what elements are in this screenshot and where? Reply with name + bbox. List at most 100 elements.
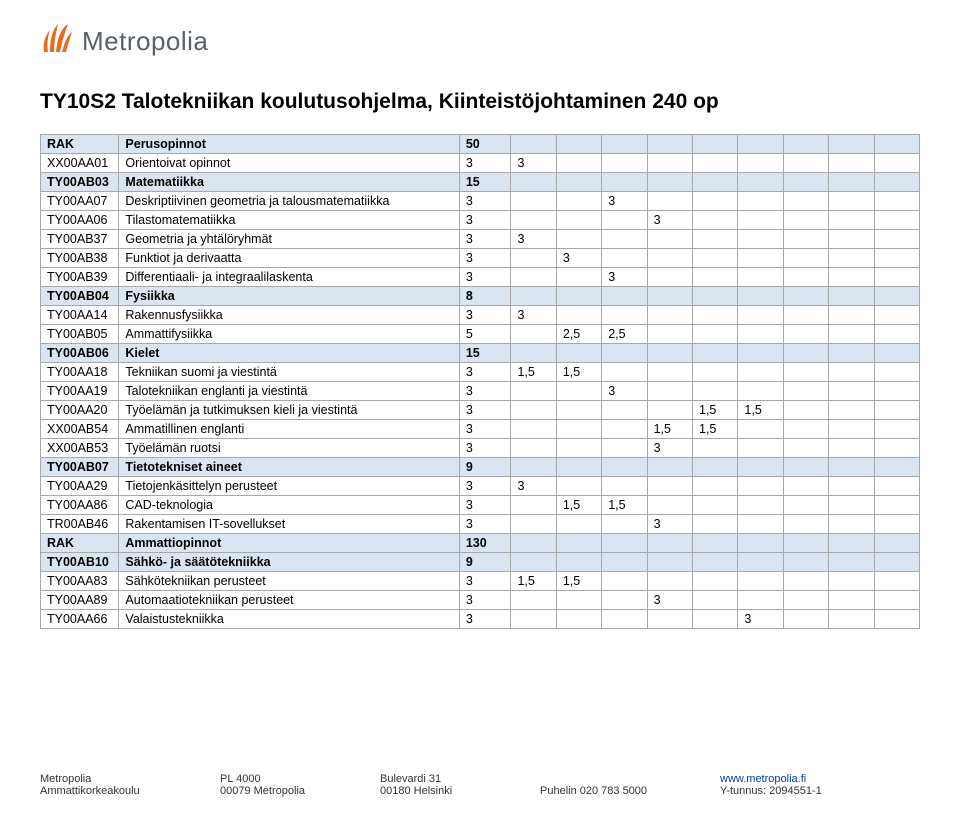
course-period-value xyxy=(693,610,738,629)
course-period-value xyxy=(738,553,783,572)
course-name: Tietojenkäsittelyn perusteet xyxy=(119,477,459,496)
course-period-value: 1,5 xyxy=(602,496,647,515)
course-credits: 3 xyxy=(459,230,511,249)
course-period-value xyxy=(693,553,738,572)
logo-mark-icon xyxy=(40,22,74,60)
course-period-value xyxy=(874,173,919,192)
course-period-value xyxy=(693,154,738,173)
course-period-value xyxy=(874,439,919,458)
course-period-value xyxy=(647,344,692,363)
course-period-value xyxy=(511,458,556,477)
course-name: CAD-teknologia xyxy=(119,496,459,515)
course-period-value xyxy=(874,249,919,268)
course-period-value: 3 xyxy=(511,154,556,173)
course-period-value xyxy=(556,211,601,230)
course-code: TR00AB46 xyxy=(41,515,119,534)
course-period-value xyxy=(738,534,783,553)
course-period-value xyxy=(693,344,738,363)
course-name: Työelämän ruotsi xyxy=(119,439,459,458)
course-code: TY00AA07 xyxy=(41,192,119,211)
course-period-value xyxy=(556,173,601,192)
course-period-value: 1,5 xyxy=(511,363,556,382)
course-credits: 3 xyxy=(459,401,511,420)
table-row: TY00AA66Valaistustekniikka33 xyxy=(41,610,920,629)
course-period-value xyxy=(602,363,647,382)
course-name: Ammatillinen englanti xyxy=(119,420,459,439)
course-period-value: 1,5 xyxy=(693,420,738,439)
course-period-value xyxy=(602,306,647,325)
course-period-value xyxy=(511,249,556,268)
course-period-value xyxy=(647,287,692,306)
footer-suborg: Ammattikorkeakoulu xyxy=(40,785,220,797)
course-period-value xyxy=(783,344,828,363)
course-period-value xyxy=(829,325,874,344)
course-period-value xyxy=(783,610,828,629)
course-period-value xyxy=(647,382,692,401)
course-period-value xyxy=(738,192,783,211)
course-credits: 5 xyxy=(459,325,511,344)
course-period-value xyxy=(556,135,601,154)
course-period-value xyxy=(602,230,647,249)
course-period-value xyxy=(783,591,828,610)
course-period-value xyxy=(693,515,738,534)
course-period-value xyxy=(829,344,874,363)
table-row: TY00AA86CAD-teknologia31,51,5 xyxy=(41,496,920,515)
course-period-value: 3 xyxy=(647,439,692,458)
course-period-value xyxy=(556,439,601,458)
course-period-value xyxy=(783,420,828,439)
course-period-value xyxy=(829,515,874,534)
course-period-value xyxy=(511,287,556,306)
course-code: TY00AA14 xyxy=(41,306,119,325)
table-row: XX00AB53Työelämän ruotsi33 xyxy=(41,439,920,458)
course-code: XX00AB53 xyxy=(41,439,119,458)
course-period-value: 2,5 xyxy=(556,325,601,344)
course-period-value xyxy=(602,439,647,458)
course-credits: 3 xyxy=(459,610,511,629)
course-period-value xyxy=(829,401,874,420)
course-period-value xyxy=(556,477,601,496)
course-period-value xyxy=(693,496,738,515)
course-period-value xyxy=(693,325,738,344)
course-period-value xyxy=(783,534,828,553)
course-period-value: 1,5 xyxy=(693,401,738,420)
course-period-value xyxy=(556,268,601,287)
course-period-value xyxy=(647,553,692,572)
footer-org: Metropolia xyxy=(40,773,220,785)
course-period-value xyxy=(829,173,874,192)
course-name: Fysiikka xyxy=(119,287,459,306)
course-period-value xyxy=(602,458,647,477)
table-row: TY00AB38Funktiot ja derivaatta33 xyxy=(41,249,920,268)
course-period-value xyxy=(647,230,692,249)
course-period-value xyxy=(874,135,919,154)
course-period-value xyxy=(602,135,647,154)
course-period-value xyxy=(556,154,601,173)
course-period-value xyxy=(874,211,919,230)
course-period-value xyxy=(647,534,692,553)
course-name: Kielet xyxy=(119,344,459,363)
course-code: TY00AB05 xyxy=(41,325,119,344)
course-period-value: 3 xyxy=(647,591,692,610)
course-period-value xyxy=(693,458,738,477)
course-period-value xyxy=(602,534,647,553)
course-period-value xyxy=(783,401,828,420)
course-period-value xyxy=(874,382,919,401)
course-period-value xyxy=(829,211,874,230)
course-period-value xyxy=(556,420,601,439)
course-period-value xyxy=(874,496,919,515)
course-period-value xyxy=(829,135,874,154)
course-period-value xyxy=(693,382,738,401)
course-period-value xyxy=(874,420,919,439)
course-period-value xyxy=(647,135,692,154)
course-period-value xyxy=(738,439,783,458)
footer-url[interactable]: www.metropolia.fi xyxy=(720,773,806,785)
course-period-value xyxy=(693,230,738,249)
course-period-value xyxy=(693,173,738,192)
course-period-value xyxy=(693,572,738,591)
course-credits: 9 xyxy=(459,458,511,477)
course-period-value: 1,5 xyxy=(738,401,783,420)
course-period-value xyxy=(783,477,828,496)
course-period-value xyxy=(693,192,738,211)
course-period-value xyxy=(693,268,738,287)
table-row: TY00AB10Sähkö- ja säätötekniikka9 xyxy=(41,553,920,572)
course-period-value xyxy=(647,477,692,496)
